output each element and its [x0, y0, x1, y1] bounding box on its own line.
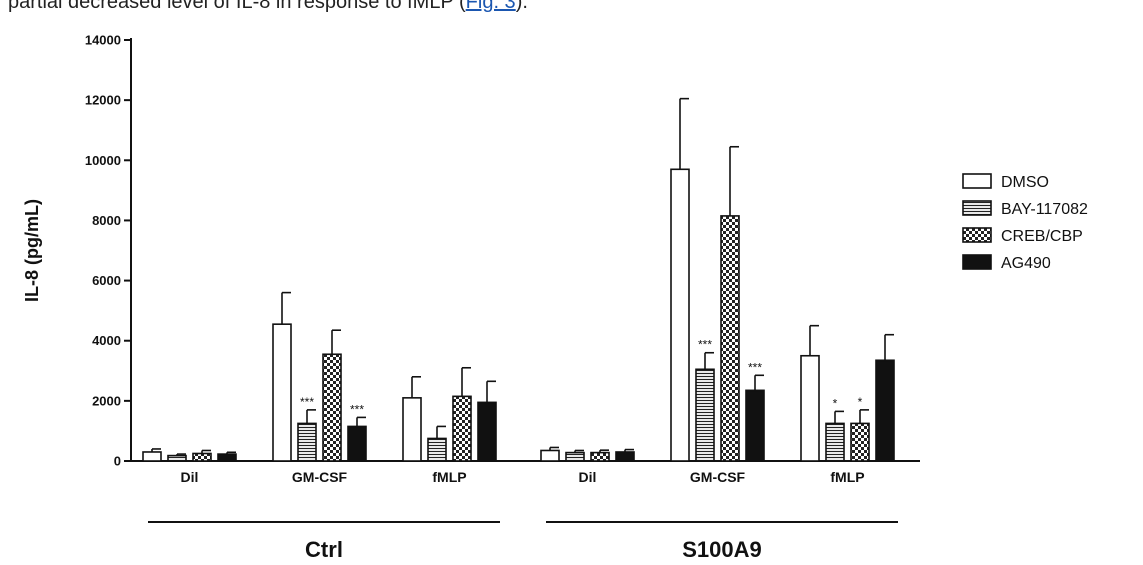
y-tick-label: 4000 — [92, 333, 121, 348]
caption-fragment: partial decreased level of IL-8 in respo… — [8, 0, 528, 14]
bar — [670, 168, 690, 462]
bar — [142, 451, 162, 462]
bar — [167, 454, 187, 462]
significance-label: *** — [350, 402, 364, 416]
bar — [297, 422, 317, 462]
caption-text: partial decreased level of IL-8 in respo… — [8, 0, 466, 13]
y-tick-label: 12000 — [85, 93, 121, 108]
y-tick-label: 0 — [114, 454, 121, 469]
category-label: Dil — [579, 469, 597, 485]
bar — [615, 451, 635, 462]
legend-label: AG490 — [1001, 255, 1051, 272]
legend-label: BAY-117082 — [1001, 201, 1088, 218]
bar — [192, 452, 212, 462]
bar — [850, 422, 870, 462]
significance-label: *** — [748, 360, 762, 374]
bar — [800, 354, 820, 462]
chart-axes: 0 2000 4000 6000 8000 10000 12000 14000 IL-8 (pg… — [22, 33, 920, 469]
y-tick-label: 10000 — [85, 153, 121, 168]
bar — [540, 449, 560, 462]
legend-label: CREB/CBP — [1001, 228, 1083, 245]
y-tick-label: 14000 — [85, 33, 121, 48]
category-label: fMLP — [432, 469, 466, 485]
bar — [347, 425, 367, 462]
y-tick-label: 6000 — [92, 273, 121, 288]
legend-swatch — [962, 254, 992, 270]
chart-labels: Dil GM-CSF fMLP Ctrl Dil GM-CSF fMLP S100A9 — [148, 469, 898, 562]
bar — [402, 397, 422, 462]
chart-bars: ******* ******* — [142, 97, 895, 462]
category-label: fMLP — [830, 469, 864, 485]
bar — [272, 323, 292, 462]
figure-link[interactable]: Fig. 3 — [465, 0, 516, 13]
y-axis-title: IL-8 (pg/mL) — [22, 199, 42, 302]
legend-swatch — [962, 200, 992, 216]
caption-tail: ). — [515, 0, 528, 13]
bar — [695, 368, 715, 462]
bar — [745, 389, 765, 462]
group-label: Ctrl — [305, 537, 343, 562]
legend-swatch — [962, 173, 992, 189]
bar — [452, 395, 472, 462]
chart-legend: DMSO BAY-117082 CREB/CBP AG490 — [962, 173, 1088, 272]
legend-label: DMSO — [1001, 174, 1049, 191]
group-label: S100A9 — [682, 537, 762, 562]
bar — [217, 453, 237, 462]
legend-swatch — [962, 227, 992, 243]
bar — [427, 437, 447, 462]
significance-label: * — [858, 395, 863, 409]
significance-label: *** — [698, 338, 712, 352]
category-label: Dil — [181, 469, 199, 485]
bar — [590, 451, 610, 462]
bar — [477, 401, 497, 462]
bar — [875, 359, 895, 462]
bar — [322, 353, 342, 462]
bar — [720, 215, 740, 462]
category-label: GM-CSF — [690, 469, 746, 485]
y-tick-label: 8000 — [92, 213, 121, 228]
significance-label: *** — [300, 395, 314, 409]
category-label: GM-CSF — [292, 469, 348, 485]
bar — [565, 451, 585, 462]
bar — [825, 422, 845, 462]
significance-label: * — [833, 396, 838, 410]
y-tick-label: 2000 — [92, 393, 121, 408]
